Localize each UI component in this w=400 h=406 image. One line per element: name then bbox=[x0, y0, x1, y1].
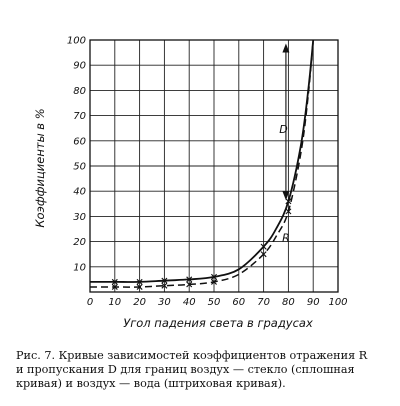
y-tick-30: 30 bbox=[73, 212, 86, 223]
curve-labels: DR bbox=[279, 123, 290, 244]
x-tick-40: 40 bbox=[183, 297, 196, 308]
caption-line-3: кривая) и воздух — вода (штриховая крива… bbox=[16, 377, 286, 390]
marker-stroke bbox=[111, 283, 118, 290]
marker-R-30 bbox=[161, 277, 168, 284]
y-tick-labels: 10 20 30 40 50 60 70 80 90 100 bbox=[67, 36, 86, 274]
y-tick-10: 10 bbox=[73, 262, 86, 273]
y-tick-70: 70 bbox=[73, 111, 86, 122]
y-tick-90: 90 bbox=[73, 61, 86, 72]
curves bbox=[90, 39, 315, 288]
marker-R-80 bbox=[285, 198, 292, 205]
marker-R-20 bbox=[136, 278, 143, 285]
x-tick-30: 30 bbox=[158, 297, 171, 308]
y-tick-100: 100 bbox=[67, 36, 86, 47]
marker-stroke bbox=[136, 283, 143, 290]
y-tick-60: 60 bbox=[73, 136, 86, 147]
marker-stroke bbox=[211, 278, 217, 285]
x-tick-50: 50 bbox=[208, 297, 221, 308]
curve-label-R: R bbox=[282, 232, 290, 245]
marker-stroke bbox=[211, 273, 217, 280]
curve-label-D: D bbox=[279, 123, 287, 136]
y-tick-50: 50 bbox=[73, 162, 86, 173]
y-tick-80: 80 bbox=[73, 86, 86, 97]
plot-frame bbox=[89, 39, 339, 293]
y-tick-40: 40 bbox=[73, 187, 86, 198]
marker-D-30 bbox=[161, 282, 168, 289]
marker-D-70 bbox=[260, 251, 267, 258]
reflection-chart: 0 10 20 30 40 50 60 70 80 90 100 10 20 30 40 50 60 70 80 9… bbox=[33, 36, 348, 331]
arrow-head-bottom bbox=[282, 191, 290, 201]
arrow-head-top bbox=[282, 43, 290, 53]
marker-D-20 bbox=[136, 283, 143, 290]
marker-stroke bbox=[186, 281, 193, 288]
marker-stroke bbox=[260, 243, 267, 250]
marker-stroke bbox=[111, 278, 118, 285]
marker-stroke bbox=[161, 282, 168, 289]
marker-D-80 bbox=[285, 208, 292, 215]
x-tick-70: 70 bbox=[257, 297, 270, 308]
marker-R-50 bbox=[211, 273, 217, 280]
marker-D-10 bbox=[111, 283, 118, 290]
x-tick-60: 60 bbox=[232, 297, 245, 308]
curve-R bbox=[90, 39, 315, 283]
grid-lines bbox=[89, 39, 339, 293]
x-tick-20: 20 bbox=[133, 297, 146, 308]
data-markers bbox=[111, 198, 292, 290]
marker-stroke bbox=[285, 198, 292, 205]
y-axis-label: Коэффициенты в % bbox=[33, 108, 47, 227]
marker-D-40 bbox=[186, 281, 193, 288]
x-tick-labels: 0 10 20 30 40 50 60 70 80 90 100 bbox=[87, 297, 348, 308]
x-tick-80: 80 bbox=[282, 297, 295, 308]
marker-R-70 bbox=[260, 243, 267, 250]
y-tick-20: 20 bbox=[73, 237, 86, 248]
vertical-arrow bbox=[282, 43, 290, 201]
marker-stroke bbox=[260, 251, 267, 258]
marker-stroke bbox=[161, 277, 168, 284]
curve-D bbox=[90, 39, 314, 288]
marker-stroke bbox=[186, 276, 193, 283]
marker-stroke bbox=[285, 208, 292, 215]
caption-line-2: и пропускания D для границ воздух — стек… bbox=[16, 363, 355, 376]
marker-D-50 bbox=[211, 278, 217, 285]
caption-line-1: Рис. 7. Кривые зависимостей коэффициенто… bbox=[16, 349, 368, 362]
x-tick-90: 90 bbox=[307, 297, 320, 308]
x-axis-label: Угол падения света в градусах bbox=[123, 316, 313, 330]
marker-R-10 bbox=[111, 278, 118, 285]
x-tick-100: 100 bbox=[328, 297, 347, 308]
x-tick-0: 0 bbox=[87, 297, 93, 308]
marker-R-40 bbox=[186, 276, 193, 283]
marker-stroke bbox=[136, 278, 143, 285]
figure-caption: Рис. 7. Кривые зависимостей коэффициенто… bbox=[16, 349, 388, 391]
x-tick-10: 10 bbox=[108, 297, 121, 308]
